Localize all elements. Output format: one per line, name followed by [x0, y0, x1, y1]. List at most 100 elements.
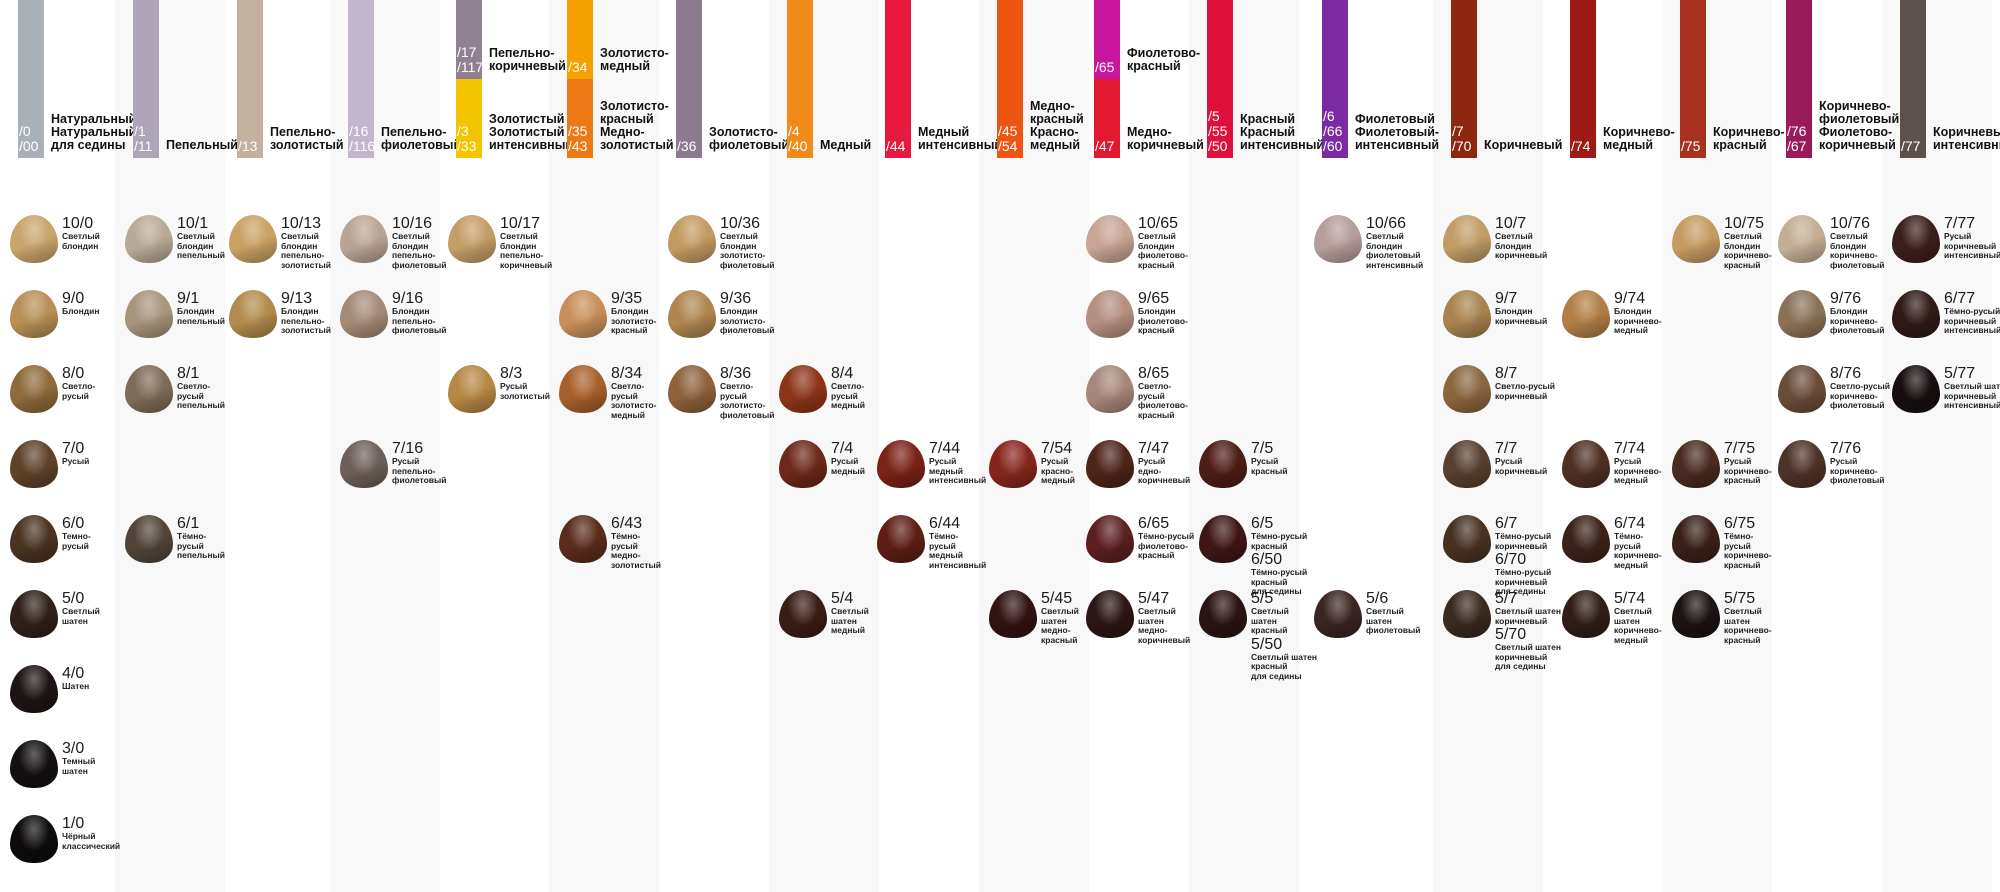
hair-swatch[interactable]	[125, 215, 173, 263]
hair-swatch[interactable]	[340, 215, 388, 263]
shade-name: Русый коричневый	[1495, 456, 1548, 476]
shade-code: 8/0	[62, 365, 85, 382]
hair-swatch[interactable]	[1086, 515, 1134, 563]
color-bar-segment	[1207, 0, 1233, 158]
color-bar: /1 /11	[133, 0, 159, 158]
hair-swatch[interactable]	[1778, 215, 1826, 263]
shade-code: 5/4	[831, 590, 854, 607]
hair-swatch[interactable]	[1892, 365, 1940, 413]
tone-code: /6 /66 /60	[1323, 109, 1343, 154]
hair-swatch[interactable]	[1086, 590, 1134, 638]
hair-swatch[interactable]	[559, 290, 607, 338]
hair-swatch[interactable]	[125, 290, 173, 338]
hair-swatch[interactable]	[1562, 290, 1610, 338]
shade-code: 9/74	[1614, 290, 1646, 307]
hair-swatch[interactable]	[1778, 365, 1826, 413]
hair-swatch[interactable]	[1086, 440, 1134, 488]
hair-swatch[interactable]	[877, 440, 925, 488]
hair-swatch[interactable]	[448, 215, 496, 263]
hair-swatch[interactable]	[1314, 215, 1362, 263]
hair-swatch[interactable]	[10, 815, 58, 863]
hair-swatch[interactable]	[559, 365, 607, 413]
hair-swatch[interactable]	[1086, 365, 1134, 413]
tone-label: Коричнево- медный	[1603, 125, 1675, 152]
hair-swatch[interactable]	[1562, 515, 1610, 563]
hair-swatch[interactable]	[779, 590, 827, 638]
tone-label: Коричнево- фиолетовый Фиолетово- коричне…	[1819, 99, 1900, 152]
hair-swatch[interactable]	[1199, 590, 1247, 638]
shade-code: 8/76	[1830, 365, 1862, 382]
tone-label: Золотистый Золотистый интенсивный	[489, 112, 574, 152]
hair-swatch[interactable]	[1443, 290, 1491, 338]
shade-code: 8/4	[831, 365, 854, 382]
hair-swatch[interactable]	[340, 440, 388, 488]
hair-swatch[interactable]	[779, 365, 827, 413]
hair-swatch[interactable]	[10, 365, 58, 413]
color-bar: /16 /116	[348, 0, 374, 158]
shade-code: 10/13	[281, 215, 322, 232]
hair-swatch[interactable]	[10, 665, 58, 713]
tone-label: Пепельно- золотистый	[270, 125, 344, 152]
shade-code: 9/16	[392, 290, 424, 307]
shade-code: 5/5	[1251, 590, 1274, 607]
hair-swatch[interactable]	[10, 290, 58, 338]
hair-swatch[interactable]	[559, 515, 607, 563]
color-bar-segment	[1570, 0, 1596, 158]
hair-swatch[interactable]	[1443, 440, 1491, 488]
shade-code: 10/65	[1138, 215, 1179, 232]
hair-swatch[interactable]	[10, 440, 58, 488]
shade-code: 7/4	[831, 440, 854, 457]
color-bar-segment	[787, 0, 813, 158]
hair-swatch[interactable]	[10, 740, 58, 788]
tone-code: /45 /54	[998, 124, 1018, 154]
hair-swatch[interactable]	[1314, 590, 1362, 638]
hair-swatch[interactable]	[10, 515, 58, 563]
hair-swatch[interactable]	[1672, 590, 1720, 638]
hair-swatch[interactable]	[1778, 290, 1826, 338]
hair-swatch[interactable]	[989, 440, 1037, 488]
hair-swatch[interactable]	[340, 290, 388, 338]
shade-code: 8/3	[500, 365, 523, 382]
hair-swatch[interactable]	[668, 290, 716, 338]
hair-swatch[interactable]	[125, 365, 173, 413]
hair-swatch[interactable]	[1562, 440, 1610, 488]
hair-swatch[interactable]	[10, 590, 58, 638]
hair-swatch[interactable]	[1086, 290, 1134, 338]
hair-swatch[interactable]	[989, 590, 1037, 638]
hair-swatch[interactable]	[1562, 590, 1610, 638]
hair-swatch[interactable]	[1199, 515, 1247, 563]
hair-swatch[interactable]	[229, 290, 277, 338]
hair-swatch[interactable]	[1892, 215, 1940, 263]
hair-swatch[interactable]	[1672, 215, 1720, 263]
hair-swatch[interactable]	[779, 440, 827, 488]
hair-swatch[interactable]	[1672, 515, 1720, 563]
hair-swatch[interactable]	[1443, 365, 1491, 413]
hair-swatch[interactable]	[1892, 290, 1940, 338]
hair-swatch[interactable]	[1199, 440, 1247, 488]
shade-name: Тёмно-русый красный	[1251, 531, 1308, 551]
hair-swatch[interactable]	[229, 215, 277, 263]
shade-name: Светло- русый пепельный	[177, 381, 225, 410]
hair-swatch[interactable]	[877, 515, 925, 563]
shade-name: Светлый шатен	[62, 606, 100, 626]
hair-swatch[interactable]	[1443, 515, 1491, 563]
hair-swatch[interactable]	[668, 365, 716, 413]
shade-name: Русый медный	[831, 456, 866, 476]
hair-swatch[interactable]	[10, 215, 58, 263]
column-band	[1433, 0, 1543, 892]
hair-swatch[interactable]	[1086, 215, 1134, 263]
hair-swatch[interactable]	[1778, 440, 1826, 488]
hair-swatch[interactable]	[1443, 215, 1491, 263]
hair-swatch[interactable]	[448, 365, 496, 413]
hair-swatch[interactable]	[668, 215, 716, 263]
shade-code: 4/0	[62, 665, 85, 682]
shade-code: 3/0	[62, 740, 85, 757]
shade-code: 10/1	[177, 215, 209, 232]
hair-swatch[interactable]	[1672, 440, 1720, 488]
color-bar: /76 /67	[1786, 0, 1812, 158]
tone-code: /1 /11	[134, 124, 153, 154]
hair-swatch[interactable]	[1443, 590, 1491, 638]
shade-code: 7/76	[1830, 440, 1862, 457]
hair-swatch[interactable]	[125, 515, 173, 563]
shade-name: Светло-русый коричневый	[1495, 381, 1556, 401]
